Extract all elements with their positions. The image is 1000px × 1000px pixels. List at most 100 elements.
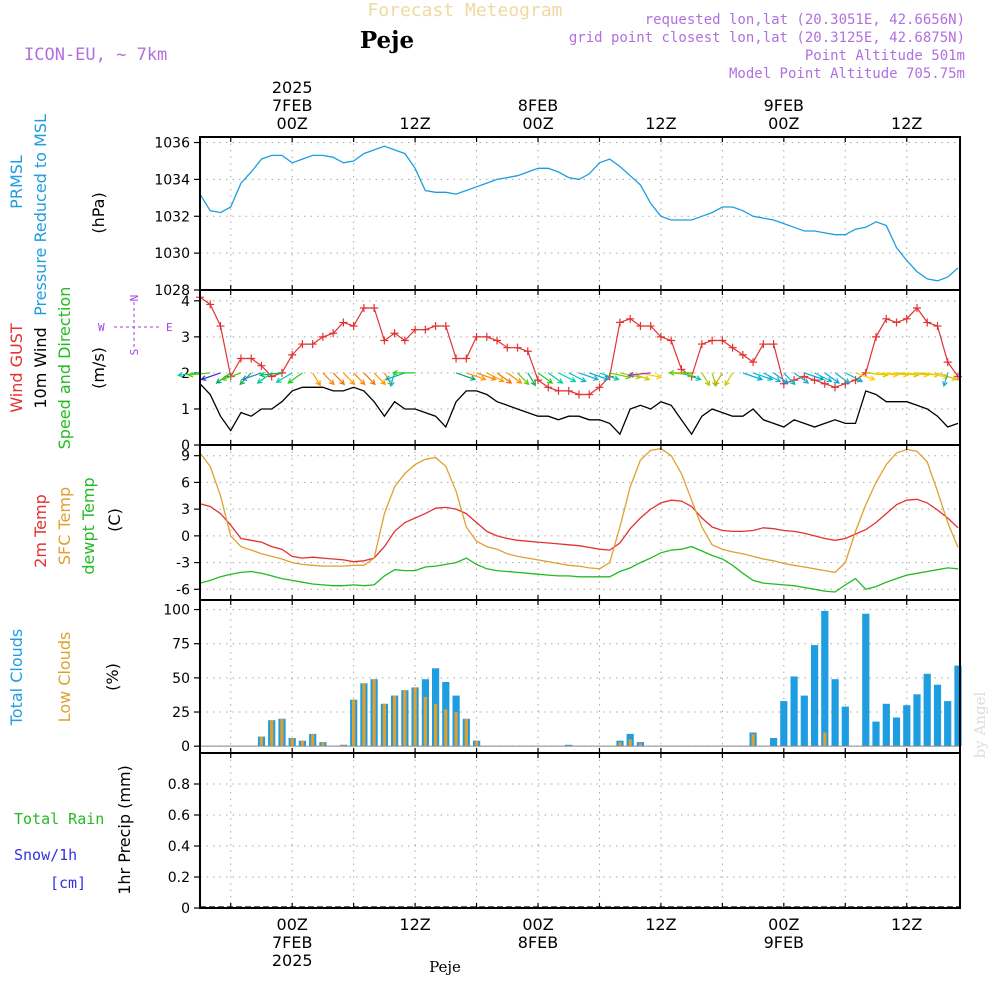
gust-marker (779, 379, 788, 388)
time-label: 2025 (272, 951, 313, 970)
wind-label-3: Speed and Direction (55, 287, 74, 450)
pressure-ytick-label: 1036 (154, 136, 190, 152)
total-cloud-bar (923, 673, 931, 747)
wind-arrow (942, 372, 949, 388)
compass-west: W (98, 321, 105, 334)
wind-compass: W E N S (98, 295, 173, 356)
low-cloud-bar (423, 697, 427, 747)
time-label: 00Z (768, 915, 799, 934)
wind-arrow (714, 372, 723, 387)
wind-arrow (742, 372, 764, 381)
wind-grid (200, 290, 960, 446)
time-label: 00Z (768, 114, 799, 133)
precip-grid (200, 753, 960, 909)
dewpt-line (199, 545, 959, 593)
gust-marker (431, 322, 440, 331)
temp-panel: -6 -3 0 3 6 9 (176, 445, 960, 600)
total-cloud-bar (780, 701, 788, 747)
time-label: 7FEB (272, 933, 312, 952)
wind-arrow (578, 372, 600, 381)
temp-ytick-label: -3 (176, 556, 190, 572)
wind-arrow (793, 372, 810, 384)
gust-marker (206, 300, 215, 309)
time-label: 12Z (891, 915, 922, 934)
time-label: 00Z (522, 114, 553, 133)
wind-arrow (752, 372, 774, 381)
temp-ytick-label: 0 (181, 529, 190, 545)
wind-arrow (353, 372, 366, 386)
wind-label-1: Wind GUST (7, 323, 26, 413)
precip-ytick-label: 0.8 (168, 777, 190, 793)
time-label: 12Z (399, 915, 430, 934)
gust-marker (329, 329, 338, 338)
gust-marker (441, 322, 450, 331)
chart-title: Forecast Meteogram (367, 0, 562, 21)
time-label: 00Z (277, 915, 308, 934)
wind-speed-line (199, 383, 959, 436)
low-cloud-bar (751, 733, 755, 747)
gust-marker (236, 354, 245, 363)
pressure-label-1: PRMSL (7, 155, 26, 209)
gust-marker (912, 304, 921, 313)
gust-marker (472, 332, 481, 341)
location-title: Peje (360, 27, 414, 54)
clouds-ytick-label: 0 (181, 739, 190, 755)
gust-marker (523, 347, 532, 356)
wind-arrow (783, 372, 796, 386)
total-cloud-bar (821, 610, 829, 747)
point-altitude: Point Altitude 501m (805, 48, 965, 64)
gust-marker (564, 386, 573, 395)
wind-arrow (373, 372, 386, 386)
total-cloud-bar (800, 695, 808, 747)
gust-marker (216, 322, 225, 331)
wind-arrow (384, 372, 406, 381)
total-cloud-bar (811, 645, 819, 747)
total-cloud-bar (933, 684, 942, 747)
wind-arrow (763, 372, 782, 383)
total-cloud-bar (841, 706, 849, 747)
model-altitude: Model Point Altitude 705.75m (729, 66, 965, 82)
gust-marker (728, 343, 737, 352)
pressure-series-line (199, 145, 959, 282)
clouds-ytick-label: 25 (172, 705, 190, 721)
gust-marker (646, 322, 655, 331)
wind-arrow (845, 372, 864, 383)
gust-marker (902, 314, 911, 323)
total-cloud-bar (790, 676, 798, 747)
wind-arrow (627, 371, 651, 378)
time-label: 7FEB (272, 96, 312, 115)
precip-ylabel: 1hr Precip (mm) (115, 765, 134, 895)
pressure-ytick-label: 1034 (154, 172, 190, 188)
gust-marker (544, 383, 553, 392)
total-cloud-bar (882, 703, 890, 747)
wind-arrow (517, 372, 530, 386)
time-label: 00Z (522, 915, 553, 934)
gust-marker (831, 383, 840, 392)
model-label: ICON-EU, ~ 7km (24, 45, 167, 65)
total-cloud-bar (892, 717, 901, 747)
gust-marker (411, 325, 420, 334)
gust-marker (349, 322, 358, 331)
footer-location: Peje (429, 958, 461, 976)
gust-marker (677, 365, 686, 374)
time-label: 00Z (277, 114, 308, 133)
watermark: by Angel (971, 691, 989, 758)
wind-arrow (589, 372, 610, 381)
precip-legend-snow: Snow/1h (14, 846, 77, 864)
clouds-unit: (%) (103, 663, 122, 691)
wind-arrow (275, 372, 293, 383)
wind-arrow (668, 369, 692, 376)
wind-ytick-label: 4 (181, 294, 190, 310)
sfc-temp-line (199, 447, 959, 574)
gust-marker (595, 383, 604, 392)
wind-arrow (547, 372, 564, 384)
low-cloud-bar (352, 699, 356, 747)
low-cloud-bar (823, 732, 827, 747)
clouds-panel: 0 25 50 75 100 (163, 600, 962, 755)
gust-marker (574, 390, 583, 399)
wind-arrow (312, 372, 321, 387)
low-cloud-bar (300, 740, 304, 747)
low-cloud-bar (259, 736, 263, 747)
wind-arrow (332, 372, 346, 386)
